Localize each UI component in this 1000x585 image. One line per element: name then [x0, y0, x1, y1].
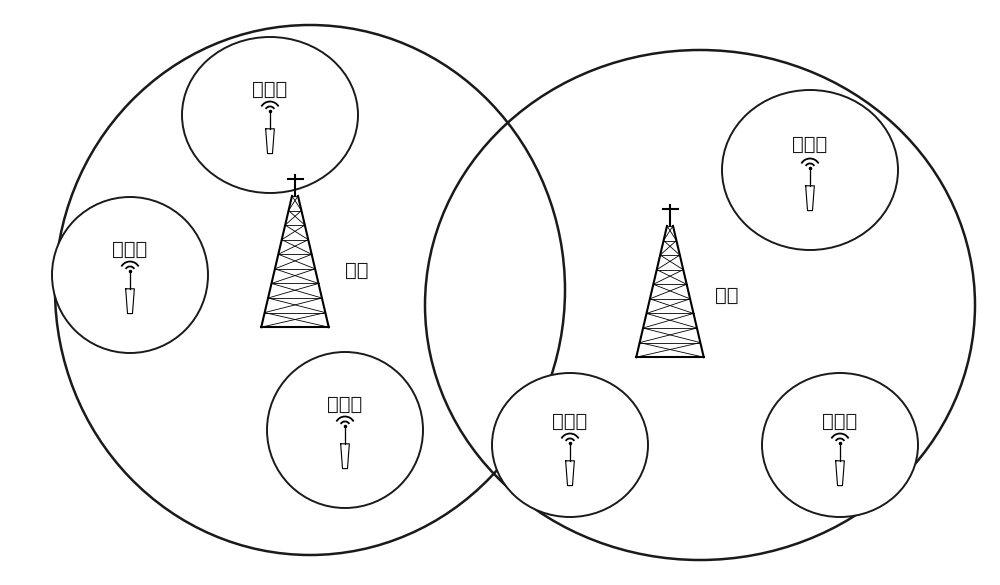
Text: 接入点: 接入点	[822, 412, 858, 431]
Ellipse shape	[267, 352, 423, 508]
Polygon shape	[266, 129, 274, 154]
Ellipse shape	[762, 373, 918, 517]
Text: 接入点: 接入点	[327, 395, 363, 414]
Polygon shape	[566, 461, 574, 486]
Polygon shape	[806, 186, 814, 211]
Ellipse shape	[182, 37, 358, 193]
Text: 基站: 基站	[715, 285, 738, 305]
Ellipse shape	[52, 197, 208, 353]
Text: 接入点: 接入点	[792, 135, 828, 154]
Ellipse shape	[492, 373, 648, 517]
Polygon shape	[126, 289, 134, 314]
Text: 接入点: 接入点	[552, 412, 588, 431]
Polygon shape	[341, 444, 349, 469]
Text: 接入点: 接入点	[112, 240, 148, 259]
Ellipse shape	[722, 90, 898, 250]
Polygon shape	[836, 461, 844, 486]
Text: 基站: 基站	[345, 260, 368, 280]
Text: 接入点: 接入点	[252, 80, 288, 99]
